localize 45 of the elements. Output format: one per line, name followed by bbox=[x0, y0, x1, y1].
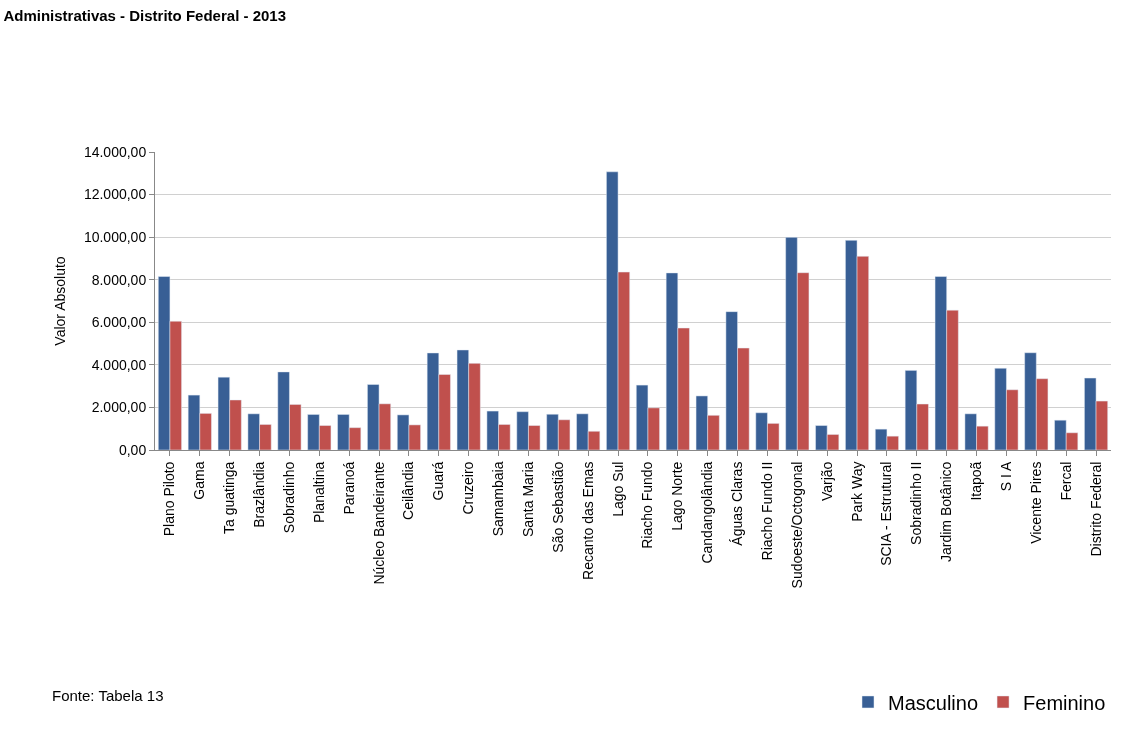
x-tick-label: Park Way bbox=[848, 461, 865, 522]
x-tick-label: Samambaia bbox=[490, 461, 507, 537]
x-tick-label: Gama bbox=[191, 461, 208, 500]
x-tick-label: Águas Claras bbox=[729, 461, 746, 546]
x-tick-label: Cruzeiro bbox=[460, 461, 477, 515]
x-tick-label: Distrito Federal bbox=[1087, 461, 1104, 557]
x-tick-label: Varjão bbox=[818, 461, 835, 502]
chart-title: Administrativas - Distrito Federal - 2013 bbox=[3, 7, 286, 25]
x-tick-label: Brazlândia bbox=[251, 461, 268, 528]
y-tick-label: 4.000,00 bbox=[91, 356, 147, 373]
x-tick-label: Itapoã bbox=[968, 461, 985, 501]
x-tick-label: Sobradinho II bbox=[908, 461, 925, 545]
x-tick-label: Candangolândia bbox=[699, 461, 716, 564]
y-tick-label: 6.000,00 bbox=[91, 314, 147, 331]
source-note: Fonte: Tabela 13 bbox=[52, 687, 164, 704]
y-tick-label: 10.000,00 bbox=[83, 229, 147, 246]
y-axis-title: Valor Absoluto bbox=[51, 256, 68, 346]
x-tick-label: Fercal bbox=[1057, 461, 1074, 501]
x-tick-label: Jardim Botânico bbox=[938, 461, 955, 562]
legend-label: Feminino bbox=[1023, 691, 1106, 714]
y-tick-label: 14.000,00 bbox=[83, 143, 147, 160]
x-tick-label: Plano Piloto bbox=[161, 461, 178, 537]
y-tick-label: 0,00 bbox=[118, 441, 147, 458]
x-tick-label: Lago Sul bbox=[609, 461, 626, 517]
x-tick-label: Riacho Fundo bbox=[639, 461, 656, 549]
x-tick-label: Ceilândia bbox=[400, 461, 417, 520]
y-tick-label: 2.000,00 bbox=[91, 399, 147, 416]
legend-label: Masculino bbox=[888, 691, 979, 714]
x-tick-label: Lago Norte bbox=[669, 461, 686, 531]
x-tick-label: São Sebastião bbox=[549, 461, 566, 553]
x-tick-label: Riacho Fundo II bbox=[758, 461, 775, 561]
x-tick-label: Núcleo Bandeirante bbox=[370, 461, 387, 585]
x-tick-label: Planaltina bbox=[310, 461, 327, 524]
x-tick-label: Recanto das Emas bbox=[579, 461, 596, 580]
y-tick-label: 8.000,00 bbox=[91, 271, 147, 288]
x-tick-label: Vicente Pires bbox=[1027, 461, 1044, 544]
x-tick-label: Paranoá bbox=[340, 461, 357, 515]
x-tick-label: Guará bbox=[430, 461, 447, 501]
y-tick-label: 12.000,00 bbox=[83, 186, 147, 203]
x-tick-label: SCIA - Estrutural bbox=[878, 461, 895, 566]
x-tick-label: Sobradinho bbox=[280, 461, 297, 534]
x-tick-label: Sudoeste/Octogonal bbox=[788, 461, 805, 589]
x-tick-label: Santa Maria bbox=[519, 461, 536, 538]
x-tick-label: Ta guatinga bbox=[221, 461, 238, 535]
x-tick-label: S I A bbox=[997, 460, 1014, 492]
